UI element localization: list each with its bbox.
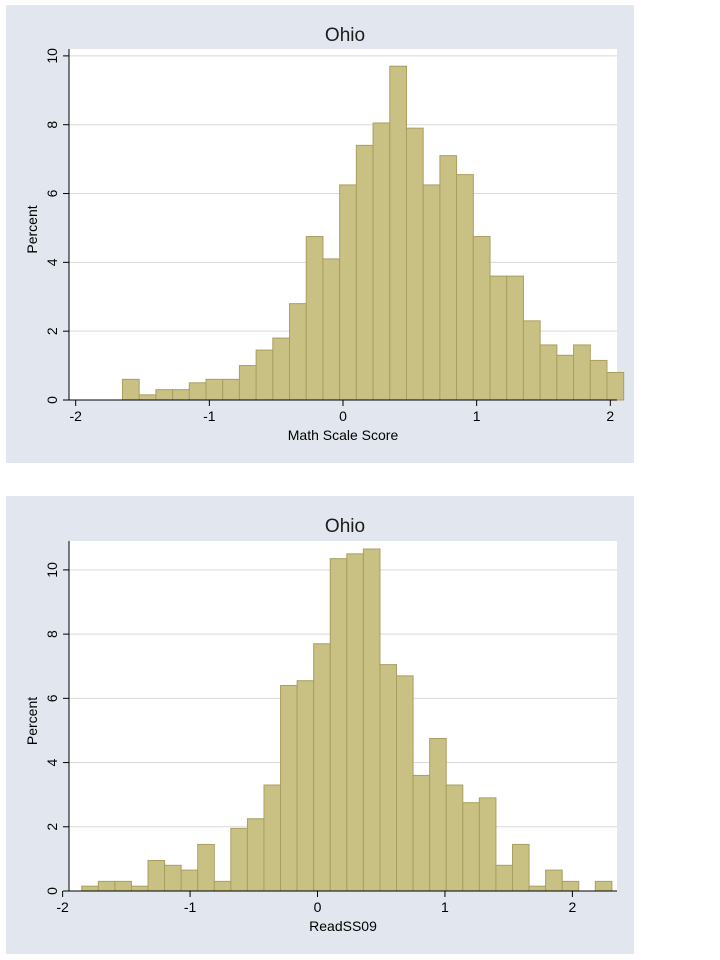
histogram-bar: [355, 144, 374, 401]
y-tick-label: 8: [44, 630, 60, 638]
histogram-bar: [422, 184, 441, 401]
histogram-bar: [462, 802, 480, 892]
x-tick-label: 0: [339, 408, 347, 424]
chart-panel-read: 0 2 4 6 8 10 -2 -1 0 1 2 Ohio ReadSS09 Percent: [6, 496, 634, 954]
histogram-bar: [296, 680, 315, 892]
y-tick-label: 0: [44, 396, 60, 404]
histogram-bar: [138, 394, 157, 401]
histogram-bar: [188, 382, 207, 401]
histogram-bar: [121, 378, 140, 401]
y-tick-label: 8: [44, 121, 60, 129]
histogram-bar: [329, 558, 348, 892]
histogram-bar: [164, 864, 182, 892]
y-tick-label: 6: [44, 694, 60, 702]
histogram-bar: [339, 184, 357, 401]
histogram-bar: [230, 827, 248, 892]
histogram-bar: [81, 885, 99, 892]
histogram-bar: [147, 859, 166, 892]
x-axis-label: Math Scale Score: [288, 427, 399, 443]
histogram-bar: [405, 127, 424, 401]
y-tick-label: 0: [44, 887, 60, 895]
histogram-bar: [313, 643, 331, 892]
x-axis-label: ReadSS09: [309, 918, 377, 934]
histogram-bar: [255, 349, 274, 401]
histogram-bar: [594, 880, 613, 892]
histogram-bar: [372, 122, 391, 401]
y-tick-label: 10: [44, 562, 60, 578]
histogram-bar: [379, 664, 398, 892]
y-axis-label: Percent: [24, 697, 40, 745]
y-tick-label: 2: [44, 327, 60, 335]
histogram-bar: [97, 880, 116, 892]
histogram-bar: [180, 869, 199, 892]
histogram-bar: [389, 65, 407, 401]
histogram-bar: [222, 378, 240, 401]
chart-title: Ohio: [325, 516, 365, 537]
histogram-bar: [396, 675, 414, 892]
x-tick-label: 1: [441, 899, 449, 915]
histogram-bar: [305, 236, 324, 401]
histogram-bar: [197, 843, 215, 892]
x-tick-label: -2: [56, 899, 69, 915]
x-tick-label: 1: [473, 408, 481, 424]
x-tick-label: 2: [568, 899, 576, 915]
histogram-bar: [155, 389, 174, 401]
chart-panel-math: 0 2 4 6 8 10 -2 -1 0 1 2 Ohio Math Scale Score Percen…: [6, 5, 634, 463]
histogram-bar: [429, 737, 447, 892]
histogram-bar: [263, 784, 282, 892]
math-histogram: 0 2 4 6 8 10 -2 -1 0 1 2 Ohio Math Scale Score Percen…: [24, 25, 625, 443]
histogram-bar: [511, 843, 530, 892]
histogram-bar: [561, 880, 580, 892]
y-tick-label: 4: [44, 258, 60, 266]
histogram-bar: [238, 365, 257, 401]
histogram-bar: [589, 359, 608, 401]
x-tick-label: 2: [606, 408, 614, 424]
histogram-bar: [205, 378, 224, 401]
histogram-bar: [522, 320, 541, 401]
histogram-bar: [412, 774, 431, 892]
x-tick-label: -1: [203, 408, 216, 424]
histogram-bar: [573, 344, 591, 401]
histogram-bar: [346, 553, 364, 892]
x-tick-label: 0: [314, 899, 322, 915]
histogram-bar: [539, 344, 558, 401]
histogram-bar: [556, 354, 575, 401]
histogram-bar: [280, 684, 298, 892]
histogram-bar: [130, 885, 149, 892]
y-tick-label: 6: [44, 189, 60, 197]
y-tick-label: 4: [44, 758, 60, 766]
histogram-bar: [172, 389, 190, 401]
histogram-bar: [362, 548, 381, 892]
histogram-bar: [489, 275, 508, 401]
chart-title: Ohio: [325, 25, 365, 46]
histogram-bar: [472, 236, 491, 401]
x-tick-label: -2: [69, 408, 82, 424]
histogram-bar: [272, 337, 291, 401]
histogram-bar: [246, 818, 265, 892]
histogram-bar: [445, 784, 464, 892]
y-axis-label: Percent: [24, 205, 40, 253]
histogram-bar: [289, 303, 307, 401]
histogram-bar: [213, 880, 232, 892]
histogram-bar: [322, 258, 341, 401]
histogram-bar: [606, 371, 625, 401]
y-tick-label: 10: [44, 48, 60, 64]
read-histogram: 0 2 4 6 8 10 -2 -1 0 1 2 Ohio ReadSS09 Percent: [24, 516, 617, 934]
histogram-bar: [528, 885, 547, 892]
histogram-bar: [495, 864, 513, 892]
histogram-bar: [545, 869, 563, 892]
histogram-bar: [114, 880, 132, 892]
histogram-bar: [478, 797, 497, 892]
histogram-bar: [506, 275, 524, 401]
x-tick-label: -1: [184, 899, 197, 915]
y-tick-label: 2: [44, 823, 60, 831]
histogram-bar: [456, 174, 474, 401]
histogram-bar: [439, 155, 458, 401]
